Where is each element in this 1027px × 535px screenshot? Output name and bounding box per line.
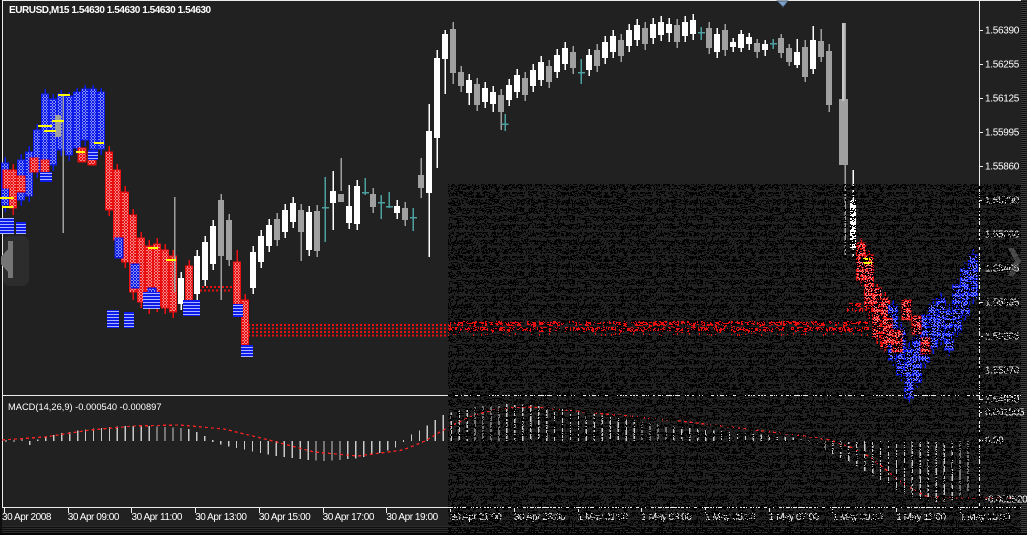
svg-text:30 Apr 13:00: 30 Apr 13:00	[195, 512, 247, 523]
svg-text:MACD(14,26,9) -0.000540 -0.000: MACD(14,26,9) -0.000540 -0.000897	[8, 402, 162, 412]
svg-text:30 Apr 2008: 30 Apr 2008	[2, 512, 52, 523]
svg-text:30 Apr 19:00: 30 Apr 19:00	[386, 512, 438, 523]
svg-text:30 Apr 15:00: 30 Apr 15:00	[259, 512, 311, 523]
svg-text:30 Apr 17:00: 30 Apr 17:00	[323, 512, 375, 523]
svg-text:1.56255: 1.56255	[985, 60, 1020, 71]
svg-text:1.55860: 1.55860	[985, 162, 1020, 173]
svg-text:1.55995: 1.55995	[985, 128, 1020, 139]
svg-text:30 Apr 11:00: 30 Apr 11:00	[131, 512, 182, 523]
svg-text:1.56390: 1.56390	[985, 26, 1020, 37]
svg-text:1.56125: 1.56125	[985, 94, 1020, 105]
svg-text:30 Apr 09:00: 30 Apr 09:00	[68, 512, 120, 523]
svg-text:EURUSD,M15 1.54630 1.54630 1.: EURUSD,M15 1.54630 1.54630 1.54630 1.546…	[9, 5, 212, 16]
